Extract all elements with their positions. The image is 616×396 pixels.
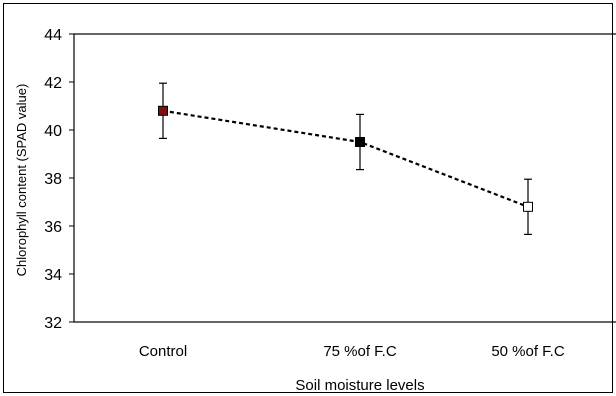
series-group xyxy=(158,82,533,235)
y-tick-label: 36 xyxy=(44,219,62,236)
y-tick-label: 34 xyxy=(44,267,62,284)
x-tick-label: 75 %of F.C xyxy=(323,343,397,360)
x-axis-labels: Control 75 %of F.C 50 %of F.C xyxy=(139,343,565,360)
data-point-marker xyxy=(158,105,168,116)
x-axis-title: Soil moisture levels xyxy=(295,377,424,394)
y-tick-label: 32 xyxy=(44,315,62,332)
x-tick-label: 50 %of F.C xyxy=(491,343,565,360)
y-axis-ticks: 32 34 36 38 40 42 44 xyxy=(44,27,74,332)
y-tick-label: 38 xyxy=(44,171,62,188)
chart-frame xyxy=(3,3,613,393)
x-tick-label: Control xyxy=(139,343,187,360)
data-point-marker xyxy=(523,201,533,212)
plot-area xyxy=(73,33,616,323)
data-point-marker xyxy=(355,137,365,147)
series-line xyxy=(162,109,529,208)
y-axis-title: Chlorophyll content (SPAD value) xyxy=(14,84,29,277)
y-tick-label: 40 xyxy=(44,123,62,140)
y-tick-label: 44 xyxy=(44,27,62,44)
y-tick-label: 42 xyxy=(44,75,62,92)
